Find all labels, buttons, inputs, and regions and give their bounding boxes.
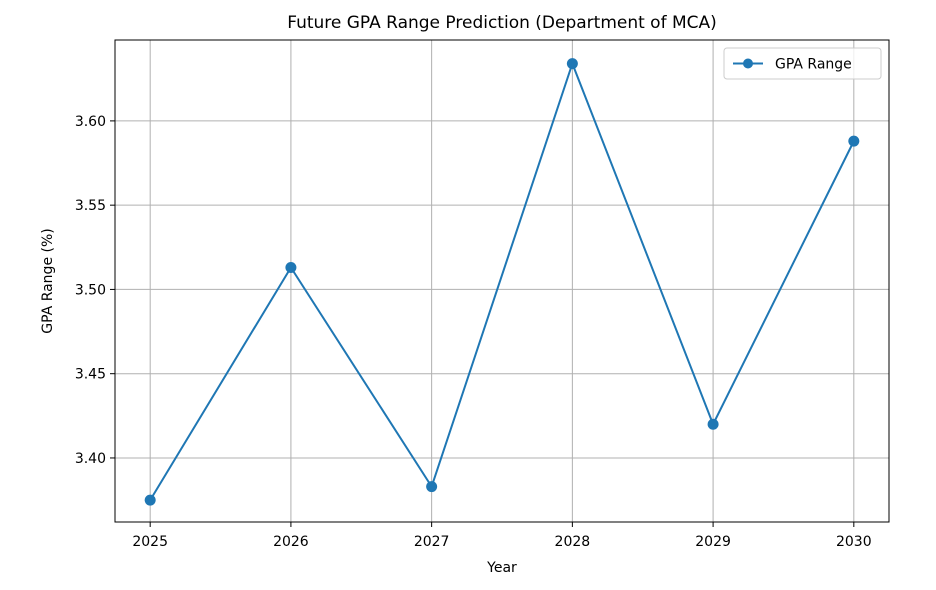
x-tick-label: 2028 (555, 534, 591, 550)
grid-lines (115, 40, 889, 522)
y-axis-label: GPA Range (%) (40, 228, 56, 333)
x-tick-label: 2025 (132, 534, 168, 550)
axis-ticks: 2025 2026 2027 2028 2029 2030 3.40 3.45 3.50 3.55… (75, 114, 872, 550)
y-tick-label: 3.40 (75, 451, 106, 467)
data-point-2028 (566, 58, 578, 70)
x-tick-label: 2027 (414, 534, 450, 550)
y-tick-label: 3.45 (75, 367, 106, 383)
x-axis-label: Year (486, 560, 517, 576)
legend-label: GPA Range (775, 57, 852, 73)
data-point-2030 (848, 135, 860, 147)
x-tick-label: 2030 (836, 534, 872, 550)
series-line (149, 60, 855, 501)
data-point-2025 (144, 494, 156, 506)
data-point-2029 (707, 418, 719, 430)
y-tick-label: 3.55 (75, 198, 106, 214)
data-point-2026 (285, 262, 297, 274)
y-tick-label: 3.50 (75, 282, 106, 298)
legend-marker (743, 58, 753, 69)
data-point-2027 (426, 481, 438, 493)
chart-title: Future GPA Range Prediction (Department … (287, 13, 717, 33)
y-tick-label: 3.60 (75, 114, 106, 130)
legend-box (723, 47, 882, 80)
series-layer (144, 58, 860, 506)
x-tick-label: 2026 (273, 534, 309, 550)
x-tick-label: 2029 (695, 534, 731, 550)
plot-frame (114, 39, 890, 523)
legend: GPA Range (723, 47, 882, 80)
